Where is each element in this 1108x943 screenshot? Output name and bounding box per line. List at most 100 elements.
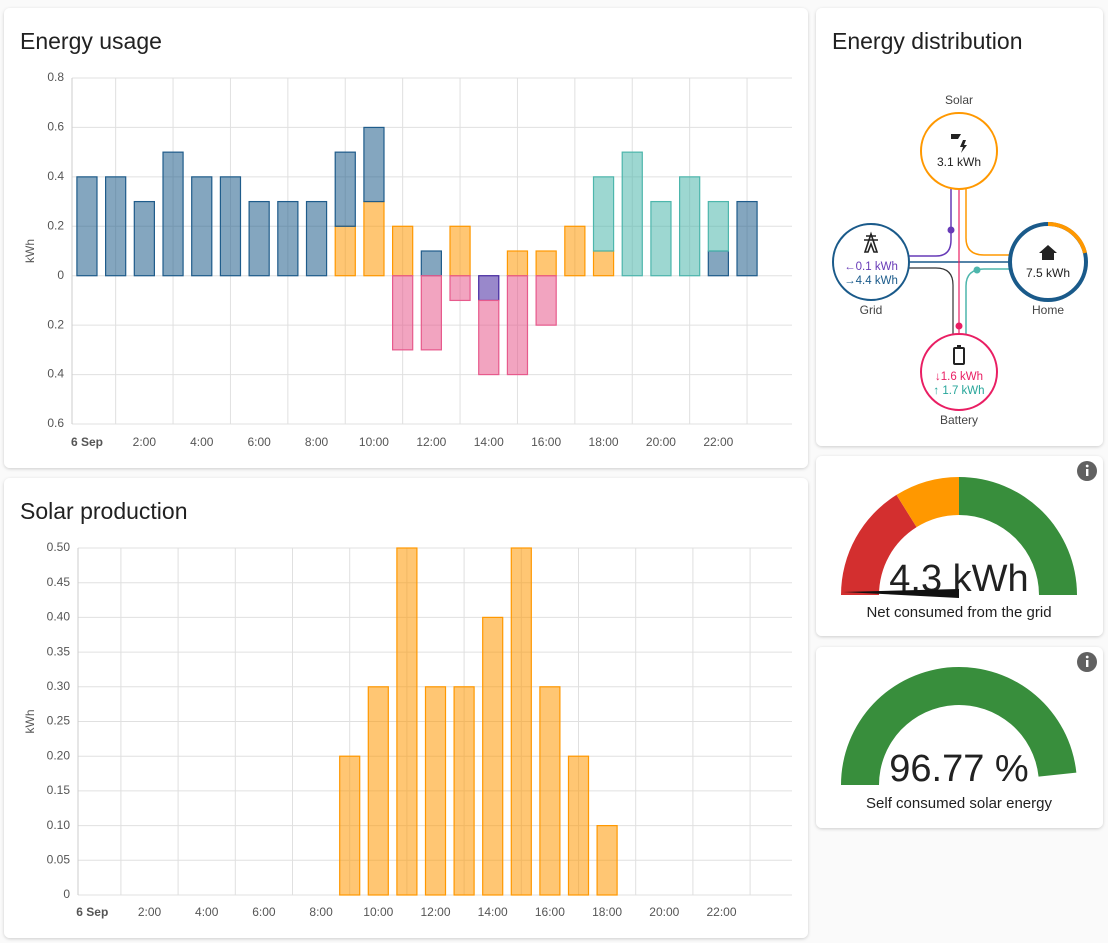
bar	[596, 824, 618, 896]
x-tick-label: 14:00	[474, 435, 504, 449]
distribution: Energy distribution Solar 3.1 kWh Grid ←…	[832, 28, 1088, 427]
y-tick-label: 0.8	[47, 70, 64, 84]
chart-title: Energy usage	[20, 28, 162, 54]
y-tick-label: 0.4	[47, 169, 64, 183]
bar	[191, 176, 213, 277]
icon-home	[1039, 245, 1057, 260]
node-home-solar-share	[1047, 221, 1087, 254]
x-tick-label: 6:00	[247, 435, 271, 449]
node-label: Battery	[940, 413, 978, 427]
flow-dot	[947, 226, 955, 234]
x-tick-label: 12:00	[420, 905, 450, 919]
gauge-segment	[959, 477, 1077, 595]
bar	[449, 225, 471, 277]
x-tick-label: 4:00	[195, 905, 219, 919]
y-tick-label: 0.45	[47, 575, 71, 589]
bar	[367, 686, 389, 896]
bar	[305, 200, 328, 277]
bar	[482, 616, 504, 896]
x-tick-label: 2:00	[133, 435, 157, 449]
bar	[592, 176, 615, 252]
bar	[424, 686, 447, 896]
bar	[105, 176, 127, 277]
icon-grid	[863, 231, 879, 253]
bar	[363, 126, 385, 203]
bar	[133, 200, 155, 277]
x-tick-label: 12:00	[416, 435, 446, 449]
gauge-name: Self consumed solar energy	[866, 795, 1052, 812]
icon-solar	[951, 134, 967, 153]
x-tick-label: 10:00	[359, 435, 389, 449]
flow-dot	[973, 266, 981, 274]
bar	[506, 275, 529, 376]
node-grid	[832, 223, 910, 301]
y-axis-label: kWh	[23, 239, 37, 263]
bar	[334, 225, 356, 277]
y-tick-label: 0.20	[47, 748, 71, 762]
node-label: Grid	[860, 303, 883, 317]
bar	[453, 686, 475, 896]
node-label: Home	[1032, 303, 1064, 317]
bar	[539, 686, 561, 896]
bar	[478, 275, 500, 302]
gauge-name: Net consumed from the grid	[866, 604, 1051, 621]
x-tick-label: 10:00	[363, 905, 393, 919]
bar	[76, 176, 98, 277]
flow-grid-solar	[909, 189, 952, 257]
flow-dot	[955, 322, 963, 330]
chart-title: Solar production	[20, 498, 188, 524]
bar	[420, 250, 442, 277]
bar	[478, 299, 500, 376]
y-tick-label: 0.35	[47, 644, 71, 658]
y-tick-label: 0.30	[47, 679, 71, 693]
bar	[707, 250, 729, 277]
x-tick-label: 16:00	[535, 905, 565, 919]
bar	[564, 225, 586, 277]
bar	[248, 200, 270, 277]
bar	[650, 200, 672, 277]
node-value: →4.4 kWh	[844, 275, 898, 287]
bar	[449, 275, 471, 302]
gauge-segment	[896, 477, 959, 528]
y-tick-label: 0.2	[47, 218, 64, 232]
flow-grid-battery	[909, 267, 954, 334]
node-value: 3.1 kWh	[937, 155, 981, 169]
x-tick-label: 4:00	[190, 435, 214, 449]
flow-battery-home	[965, 268, 1010, 334]
x-tick-label: 8:00	[309, 905, 333, 919]
y-tick-label: 0.50	[47, 540, 71, 554]
bar	[707, 200, 729, 252]
bar	[392, 275, 414, 351]
node-value: ↑ 1.7 kWh	[933, 385, 984, 397]
bar	[396, 547, 418, 896]
bar	[420, 275, 442, 351]
x-tick-label: 22:00	[703, 435, 733, 449]
y-tick-label: 0.40	[47, 610, 71, 624]
node-battery	[920, 333, 998, 411]
gauge-segment	[841, 666, 1077, 785]
bar	[535, 275, 557, 326]
x-tick-label: 22:00	[706, 905, 736, 919]
node-value: ←0.1 kWh	[844, 261, 898, 273]
gauge-needle	[843, 589, 959, 598]
y-tick-label: 0.6	[47, 416, 64, 430]
y-tick-label: 0.6	[47, 120, 64, 134]
x-tick-label: 18:00	[592, 905, 622, 919]
y-tick-label: 0.25	[47, 714, 71, 728]
bar	[392, 225, 414, 277]
bar	[162, 151, 184, 277]
bar	[219, 176, 242, 277]
x-tick-label: 6 Sep	[76, 905, 108, 919]
info-icon[interactable]	[1077, 461, 1097, 481]
info-icon[interactable]	[1077, 652, 1097, 672]
node-label: Solar	[945, 93, 973, 107]
node-value: 7.5 kWh	[1026, 266, 1070, 280]
x-tick-label: 18:00	[589, 435, 619, 449]
y-tick-label: 0.2	[47, 317, 64, 331]
bar	[277, 200, 299, 277]
gauges: 4.3 kWh Net consumed from the grid 96.77…	[841, 461, 1097, 812]
bar	[506, 250, 529, 277]
x-tick-label: 20:00	[646, 435, 676, 449]
bar	[567, 755, 590, 896]
y-tick-label: 0.4	[47, 367, 64, 381]
